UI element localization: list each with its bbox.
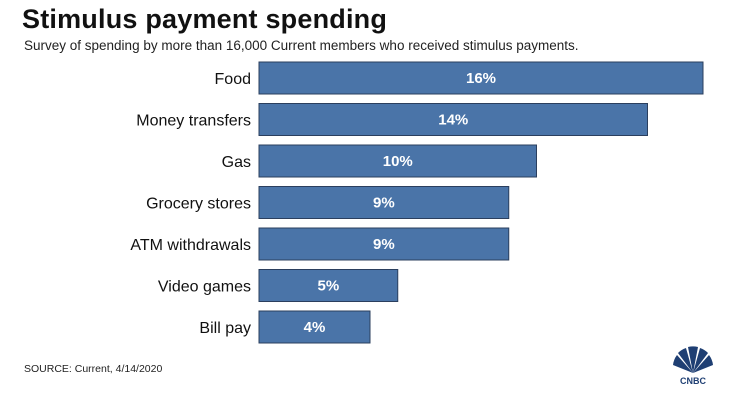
category-label: Grocery stores — [146, 196, 251, 213]
value-label: 16% — [466, 70, 496, 87]
category-label: Bill pay — [199, 320, 251, 337]
category-label: ATM withdrawals — [130, 237, 251, 254]
bar-grocery-stores — [258, 186, 510, 219]
category-label: Food — [215, 71, 251, 88]
value-label: 9% — [373, 195, 395, 212]
chart-title: Stimulus payment spending — [22, 4, 388, 34]
logo-text: CNBC — [680, 376, 706, 386]
value-label: 9% — [373, 236, 395, 253]
chart-subtitle: Survey of spending by more than 16,000 C… — [24, 38, 579, 53]
bar-money-transfers — [258, 103, 648, 136]
bar-food — [258, 61, 704, 95]
value-label: 4% — [304, 319, 326, 336]
value-label: 14% — [438, 112, 468, 129]
bar-atm-withdrawals — [258, 227, 510, 261]
category-label: Money transfers — [136, 113, 251, 130]
peacock-logo-icon: CNBC — [673, 346, 713, 386]
bar-video-games — [258, 269, 399, 302]
bar-gas — [258, 144, 537, 178]
value-label: 5% — [318, 278, 340, 295]
bar-chart: Food 16% Money transfers 14% Gas 10% Grocery s… — [130, 61, 704, 344]
bar-bill-pay — [258, 310, 371, 344]
value-label: 10% — [383, 153, 413, 170]
category-label: Gas — [222, 154, 251, 171]
category-label: Video games — [158, 279, 251, 296]
source-note: SOURCE: Current, 4/14/2020 — [24, 363, 163, 375]
